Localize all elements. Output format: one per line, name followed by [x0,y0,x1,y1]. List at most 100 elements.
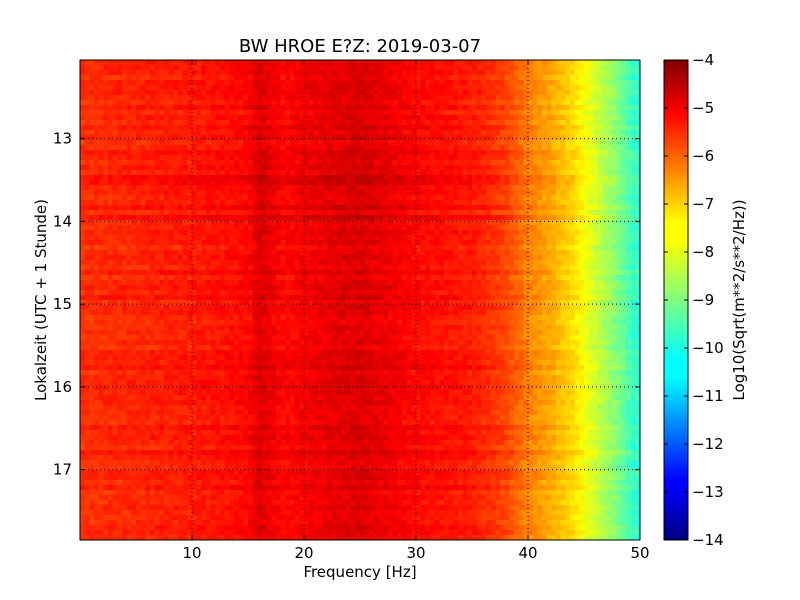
heatmap-cell [98,65,104,71]
heatmap-cell [481,85,487,91]
heatmap-cell [388,75,394,81]
heatmap-cell [598,200,604,206]
heatmap-cell [602,105,608,111]
heatmap-cell [187,180,193,186]
heatmap-cell [602,115,608,121]
heatmap-cell [612,260,618,266]
heatmap-cell [374,70,380,76]
heatmap-cell [425,125,431,131]
heatmap-cell [630,255,636,261]
heatmap-cell [383,95,389,101]
heatmap-cell [420,75,426,81]
heatmap-cell [607,160,613,166]
heatmap-cell [112,160,118,166]
heatmap-cell [346,190,352,196]
heatmap-cell [210,130,216,136]
heatmap-cell [355,255,361,261]
heatmap-cell [210,260,216,266]
heatmap-cell [434,155,440,161]
heatmap-cell [500,80,506,86]
heatmap-cell [565,100,571,106]
heatmap-cell [556,170,562,176]
heatmap-cell [406,230,412,236]
heatmap-cell [411,220,417,226]
heatmap-cell [122,170,128,176]
heatmap-cell [238,245,244,251]
heatmap-cell [392,205,398,211]
heatmap-cell [215,265,221,271]
heatmap-cell [94,255,100,261]
heatmap-cell [355,235,361,241]
heatmap-cell [369,215,375,221]
heatmap-cell [285,255,291,261]
heatmap-cell [201,95,207,101]
heatmap-cell [598,230,604,236]
heatmap-cell [467,230,473,236]
heatmap-cell [318,130,324,136]
heatmap-cell [612,145,618,151]
heatmap-cell [94,60,100,66]
heatmap-cell [280,165,286,171]
heatmap-cell [364,75,370,81]
heatmap-cell [448,230,454,236]
heatmap-cell [80,175,86,181]
heatmap-cell [229,200,235,206]
heatmap-cell [280,185,286,191]
heatmap-cell [551,190,557,196]
heatmap-cell [136,200,142,206]
heatmap-cell [98,120,104,126]
heatmap-cell [602,170,608,176]
heatmap-cell [271,225,277,231]
heatmap-cell [332,65,338,71]
heatmap-cell [369,170,375,176]
heatmap-cell [336,210,342,216]
heatmap-cell [164,220,170,226]
heatmap-cell [243,105,249,111]
heatmap-cell [556,205,562,211]
heatmap-cell [593,145,599,151]
heatmap-cell [593,75,599,81]
heatmap-cell [350,250,356,256]
heatmap-cell [416,145,422,151]
heatmap-cell [635,225,640,231]
heatmap-cell [406,150,412,156]
heatmap-cell [276,75,282,81]
heatmap-cell [84,110,90,116]
heatmap-cell [378,255,384,261]
heatmap-cell [518,140,524,146]
heatmap-cell [112,140,118,146]
heatmap-cell [439,195,445,201]
heatmap-cell [546,160,552,166]
heatmap-cell [257,110,263,116]
heatmap-cell [201,200,207,206]
heatmap-cell [308,155,314,161]
heatmap-cell [392,95,398,101]
heatmap-cell [369,225,375,231]
heatmap-cell [84,95,90,101]
heatmap-cell [290,135,296,141]
heatmap-cell [500,95,506,101]
heatmap-cell [598,140,604,146]
heatmap-cell [122,265,128,271]
heatmap-cell [374,110,380,116]
heatmap-cell [630,75,636,81]
heatmap-cell [80,140,86,146]
heatmap-cell [248,125,254,131]
heatmap-cell [336,195,342,201]
heatmap-cell [140,140,146,146]
heatmap-cell [140,255,146,261]
heatmap-cell [192,75,198,81]
heatmap-cell [285,230,291,236]
heatmap-cell [201,160,207,166]
heatmap-cell [168,170,174,176]
heatmap-cell [341,105,347,111]
heatmap-cell [271,140,277,146]
heatmap-cell [136,175,142,181]
heatmap-cell [565,150,571,156]
heatmap-cell [117,80,123,86]
heatmap-cell [168,175,174,181]
heatmap-cell [126,170,132,176]
heatmap-cell [584,195,590,201]
heatmap-cell [458,180,464,186]
heatmap-cell [397,225,403,231]
